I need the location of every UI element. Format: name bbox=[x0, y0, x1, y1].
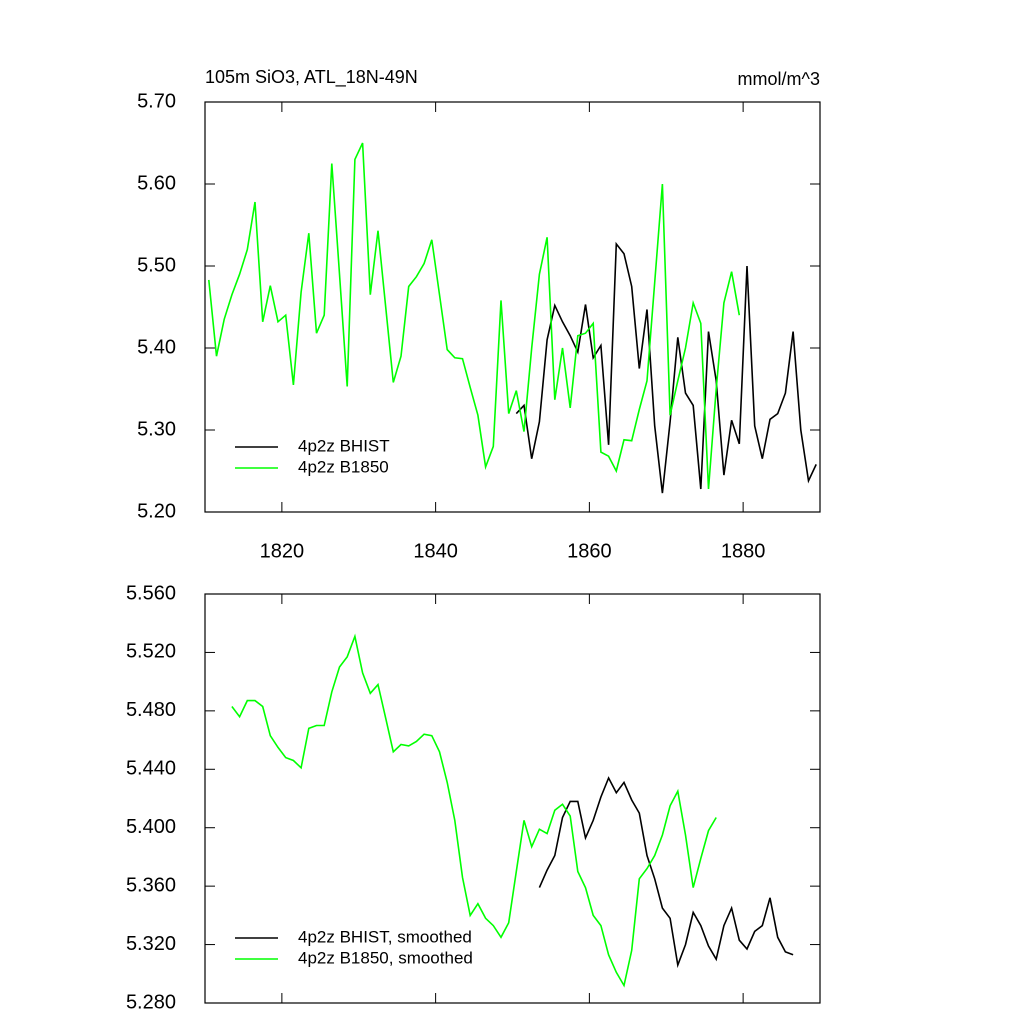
legend-label: 4p2z BHIST, smoothed bbox=[298, 927, 472, 946]
legend-label: 4p2z BHIST bbox=[298, 436, 390, 455]
chart-title: 105m SiO3, ATL_18N-49N bbox=[205, 67, 418, 88]
y-tick-label: 5.320 bbox=[126, 933, 176, 955]
series-line bbox=[515, 241, 817, 494]
y-tick-label: 5.440 bbox=[126, 758, 176, 780]
y-tick-label: 5.560 bbox=[126, 582, 176, 604]
y-tick-label: 5.70 bbox=[137, 90, 176, 112]
series-line bbox=[231, 633, 717, 988]
legend-label: 4p2z B1850 bbox=[298, 457, 389, 476]
y-tick-label: 5.50 bbox=[137, 254, 176, 276]
y-tick-label: 5.40 bbox=[137, 336, 176, 358]
plot-frame bbox=[204, 101, 821, 513]
units-label: mmol/m^3 bbox=[738, 69, 820, 89]
legend-label: 4p2z B1850, smoothed bbox=[298, 948, 473, 967]
y-tick-label: 5.360 bbox=[126, 874, 176, 896]
plot-frame bbox=[204, 593, 821, 1004]
x-tick-label: 1860 bbox=[567, 540, 612, 562]
y-tick-label: 5.400 bbox=[126, 816, 176, 838]
y-tick-label: 5.60 bbox=[137, 172, 176, 194]
x-tick-label: 1880 bbox=[721, 540, 766, 562]
y-tick-label: 5.20 bbox=[137, 500, 176, 522]
x-tick-label: 1840 bbox=[413, 540, 458, 562]
series-line bbox=[208, 142, 741, 490]
y-tick-label: 5.30 bbox=[137, 418, 176, 440]
x-tick-label: 1820 bbox=[260, 540, 305, 562]
y-tick-label: 5.280 bbox=[126, 991, 176, 1013]
y-tick-label: 5.520 bbox=[126, 641, 176, 663]
y-tick-label: 5.480 bbox=[126, 699, 176, 721]
series-line bbox=[538, 776, 794, 969]
